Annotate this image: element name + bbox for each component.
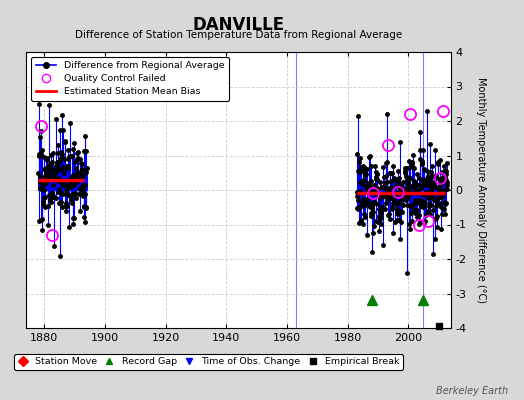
Text: Difference of Station Temperature Data from Regional Average: Difference of Station Temperature Data f… bbox=[75, 30, 402, 40]
Title: DANVILLE: DANVILLE bbox=[192, 16, 285, 34]
Legend: Station Move, Record Gap, Time of Obs. Change, Empirical Break: Station Move, Record Gap, Time of Obs. C… bbox=[14, 354, 403, 370]
Y-axis label: Monthly Temperature Anomaly Difference (°C): Monthly Temperature Anomaly Difference (… bbox=[476, 77, 486, 303]
Text: Berkeley Earth: Berkeley Earth bbox=[436, 386, 508, 396]
